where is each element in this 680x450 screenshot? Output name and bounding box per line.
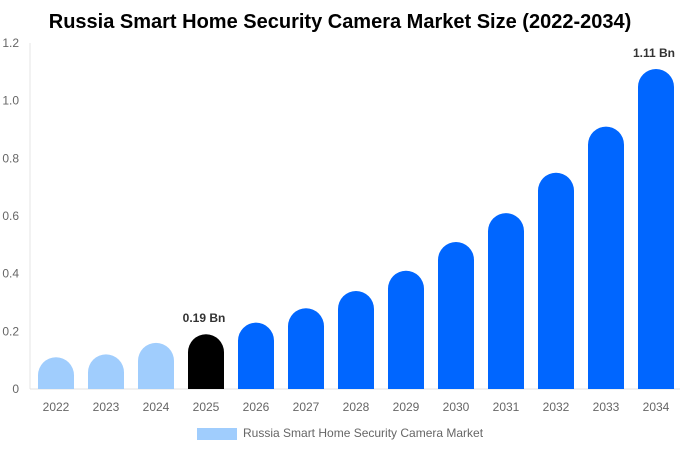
y-tick-label: 0.2 — [2, 324, 19, 338]
bar-2034 — [638, 68, 674, 389]
bar-2032 — [538, 172, 574, 389]
legend-label: Russia Smart Home Security Camera Market — [243, 426, 484, 440]
bar-2026 — [238, 322, 274, 389]
data-label: 0.19 Bn — [183, 311, 226, 325]
x-tick-label: 2032 — [543, 400, 570, 414]
bar-2028 — [338, 290, 374, 389]
x-tick-label: 2025 — [193, 400, 220, 414]
bar-2024 — [138, 342, 174, 389]
x-tick-label: 2034 — [643, 400, 670, 414]
bar-2029 — [388, 270, 424, 389]
x-tick-label: 2029 — [393, 400, 420, 414]
bar-2025 — [188, 334, 224, 389]
x-tick-label: 2027 — [293, 400, 320, 414]
x-tick-label: 2030 — [443, 400, 470, 414]
legend-swatch — [197, 428, 237, 440]
x-tick-label: 2031 — [493, 400, 520, 414]
chart-title: Russia Smart Home Security Camera Market… — [49, 11, 632, 33]
x-tick-label: 2024 — [143, 400, 170, 414]
y-tick-label: 0.6 — [2, 209, 19, 223]
x-tick-label: 2028 — [343, 400, 370, 414]
x-tick-label: 2023 — [93, 400, 120, 414]
bar-2033 — [588, 126, 624, 390]
data-label: 1.11 Bn — [633, 46, 675, 60]
x-tick-label: 2022 — [43, 400, 70, 414]
x-tick-label: 2033 — [593, 400, 620, 414]
bar-2023 — [88, 354, 124, 389]
y-tick-label: 0.8 — [2, 151, 19, 165]
bar-2031 — [488, 213, 524, 389]
y-tick-label: 0 — [12, 382, 19, 396]
y-tick-label: 1.2 — [2, 36, 19, 50]
y-tick-label: 0.4 — [2, 267, 19, 281]
bar-2030 — [438, 241, 474, 389]
bar-2022 — [38, 357, 74, 389]
y-tick-label: 1.0 — [2, 94, 19, 108]
x-tick-label: 2026 — [243, 400, 270, 414]
bar-2027 — [288, 308, 324, 389]
